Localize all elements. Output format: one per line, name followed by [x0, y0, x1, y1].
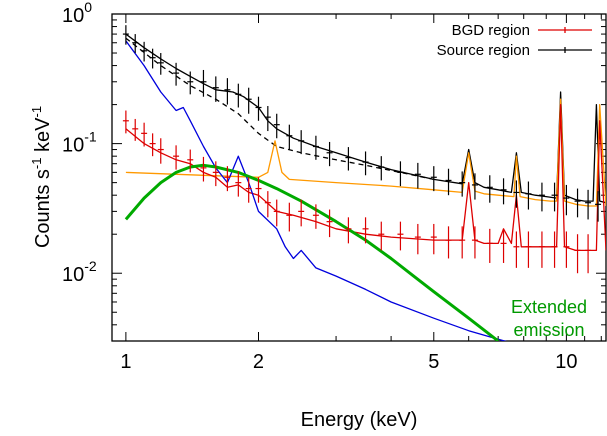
ylabel-exponent: -1 — [29, 106, 44, 118]
y-tick-base: 10 — [62, 5, 84, 27]
legend-label: BGD region — [452, 22, 530, 39]
y-tick-base: 10 — [62, 135, 84, 157]
series-bgd-region — [122, 110, 592, 274]
model-curve — [125, 37, 434, 181]
annotation-line: emission — [513, 320, 584, 340]
model-curve — [124, 163, 500, 341]
y-tick-base: 10 — [62, 264, 84, 286]
x-tick-label: 5 — [428, 351, 439, 373]
model-curve — [125, 33, 606, 204]
x-tick-label: 1 — [120, 351, 131, 373]
x-axis-title: Energy (keV) — [301, 409, 418, 431]
model-curve — [125, 98, 606, 207]
axis-ticks — [112, 13, 606, 342]
plot-area — [122, 25, 606, 341]
ylabel-text: Counts — [32, 179, 54, 248]
x-tick-label: 10 — [555, 351, 577, 373]
series-line — [125, 98, 606, 207]
plot-frame — [111, 13, 607, 342]
y-tick-label: 10-1 — [62, 129, 97, 157]
model-curve — [125, 40, 508, 341]
legend-label: Source region — [437, 42, 530, 59]
annotation-line: Extended — [511, 297, 587, 317]
x-tick-label: 2 — [253, 351, 264, 373]
series-line — [125, 40, 508, 341]
y-tick-exponent: 0 — [84, 0, 92, 15]
series-line — [125, 33, 606, 204]
y-tick-label: 100 — [62, 0, 92, 27]
y-tick-exponent: -2 — [84, 258, 97, 274]
series-dashed — [125, 37, 434, 181]
series-source-region — [122, 25, 602, 222]
y-tick-exponent: -1 — [84, 129, 97, 145]
y-axis-title: Counts s-1 keV-1 — [29, 106, 54, 248]
ylabel-unit: s — [32, 169, 54, 179]
y-tick-label: 10-2 — [62, 258, 97, 286]
legend: BGD region Source region — [437, 22, 592, 59]
ylabel-exponent: -1 — [29, 158, 44, 170]
extended-emission-annotation: Extended emission — [511, 297, 587, 340]
series-thick — [124, 163, 500, 341]
ylabel-unit: keV — [32, 117, 54, 152]
